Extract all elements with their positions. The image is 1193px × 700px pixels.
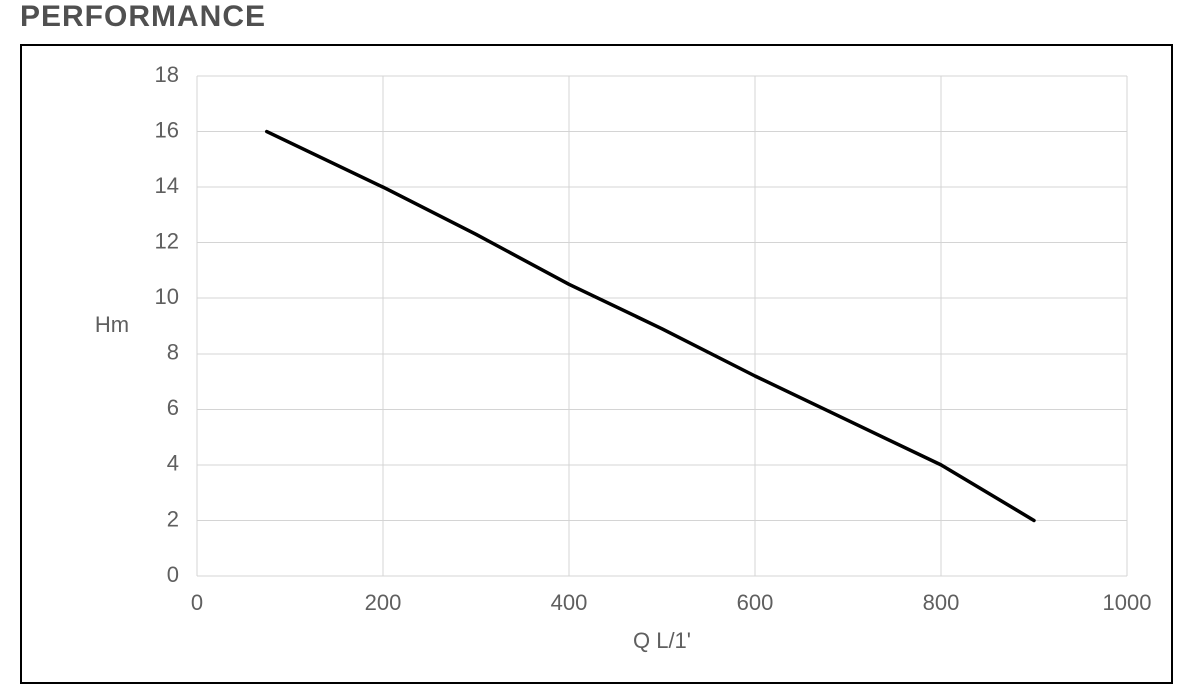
y-tick-label: 10 (155, 284, 179, 309)
x-tick-label: 400 (551, 590, 588, 615)
x-tick-label: 0 (191, 590, 203, 615)
x-tick-label: 200 (365, 590, 402, 615)
y-tick-label: 14 (155, 173, 179, 198)
y-tick-label: 18 (155, 62, 179, 87)
section-title: PERFORMANCE (20, 0, 1173, 34)
y-tick-label: 2 (167, 506, 179, 531)
y-tick-label: 12 (155, 228, 179, 253)
performance-chart-container: 0 2 4 6 8 10 12 14 16 18 0 200 400 600 800 1000 Hm Q L/1' (20, 44, 1173, 684)
performance-chart: 0 2 4 6 8 10 12 14 16 18 0 200 400 600 800 1000 Hm Q L/1' (22, 46, 1175, 686)
y-tick-label: 8 (167, 340, 179, 365)
y-axis-title: Hm (95, 312, 129, 337)
x-tick-label: 1000 (1103, 590, 1152, 615)
y-tick-label: 4 (167, 451, 179, 476)
x-axis-title: Q L/1' (633, 628, 691, 653)
x-tick-label: 600 (737, 590, 774, 615)
y-tick-label: 6 (167, 395, 179, 420)
y-tick-label: 16 (155, 117, 179, 142)
y-tick-label: 0 (167, 562, 179, 587)
x-tick-label: 800 (923, 590, 960, 615)
performance-curve (267, 132, 1034, 521)
